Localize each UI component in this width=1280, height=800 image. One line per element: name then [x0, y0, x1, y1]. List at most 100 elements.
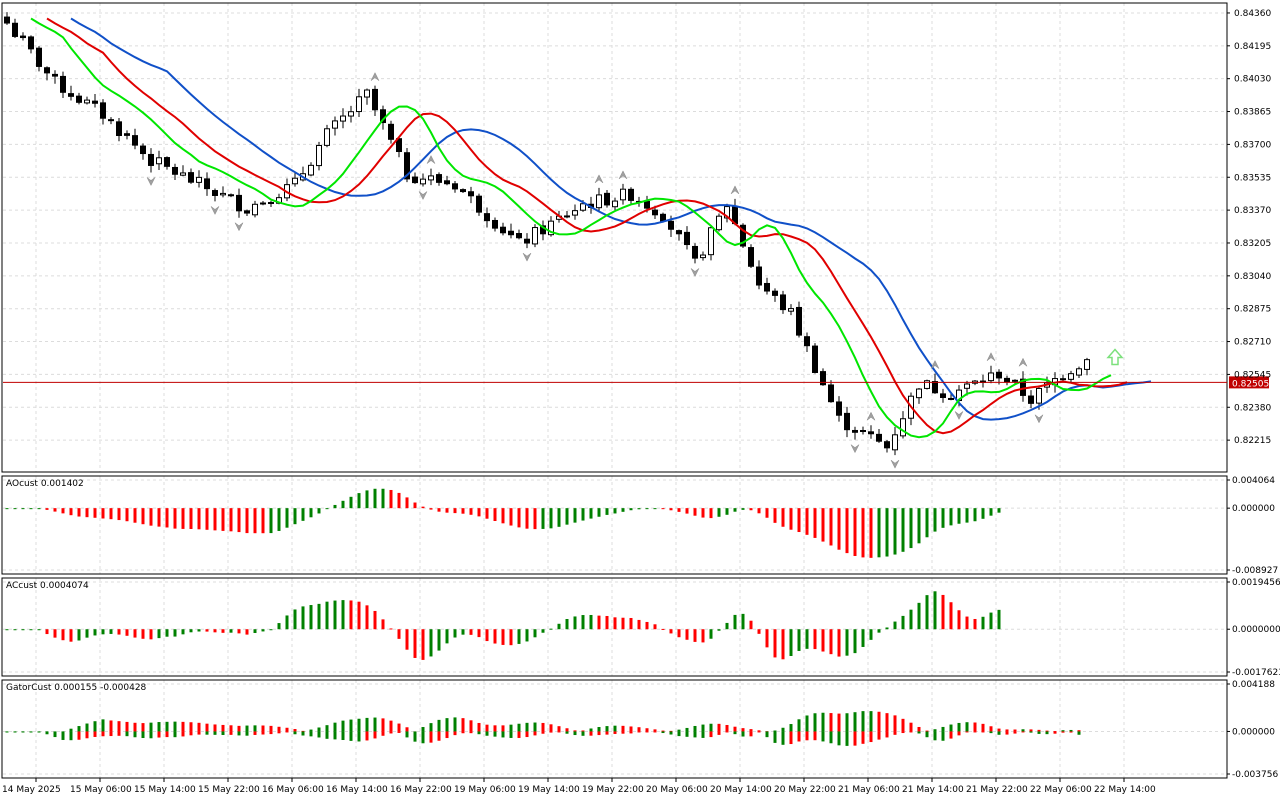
gator-lower-bar — [461, 731, 465, 734]
gator-upper-bar — [149, 722, 153, 732]
ao-indicator-label: AOcust 0.001402 — [6, 479, 84, 489]
gator-upper-bar — [709, 723, 713, 732]
histogram-bar — [173, 508, 177, 529]
histogram-bar — [869, 629, 873, 640]
histogram-bar — [453, 508, 457, 514]
gator-upper-bar — [301, 730, 305, 732]
gator-lower-bar — [365, 731, 369, 741]
gator-lower-bar — [381, 731, 385, 736]
gator-lower-bar — [157, 731, 161, 738]
histogram-bar — [365, 605, 369, 630]
histogram-bar — [437, 629, 441, 651]
gator-upper-bar — [1005, 729, 1009, 732]
gator-lower-bar — [901, 731, 905, 734]
histogram-bar — [741, 613, 745, 630]
candle-body — [116, 121, 122, 137]
gator-lower-bar — [341, 731, 345, 740]
histogram-bar — [101, 508, 105, 519]
gator-upper-bar — [973, 722, 977, 732]
gator-upper-bar — [933, 729, 937, 732]
histogram-bar — [85, 508, 89, 518]
signal-arrow-up-icon — [1106, 348, 1124, 366]
gator-lower-bar — [13, 731, 17, 733]
histogram-bar — [277, 508, 281, 531]
gator-upper-bar — [493, 725, 497, 732]
candle-body — [668, 220, 674, 230]
gator-upper-bar — [461, 718, 465, 732]
gator-lower-bar — [837, 731, 841, 746]
gator-lower-bar — [669, 731, 673, 735]
candle-body — [468, 191, 474, 197]
gator-upper-bar — [701, 724, 705, 732]
gator-lower-bar — [309, 731, 313, 737]
candle-body — [172, 166, 178, 175]
gator-lower-bar — [133, 731, 137, 738]
histogram-bar — [973, 508, 977, 522]
candle-body — [148, 153, 154, 166]
gator-upper-bar — [613, 725, 617, 732]
histogram-bar — [549, 628, 553, 630]
gator-upper-bar — [525, 722, 529, 732]
candle-body — [396, 138, 402, 153]
gator-lower-bar — [5, 731, 9, 733]
gator-upper-bar — [117, 721, 121, 732]
gator-upper-bar — [325, 725, 329, 732]
histogram-bar — [189, 629, 193, 633]
gator-lower-bar — [477, 731, 481, 735]
fractal-up-icon — [618, 170, 628, 180]
candle-body — [348, 111, 354, 117]
histogram-bar — [645, 621, 649, 630]
candle-body — [684, 231, 690, 246]
gator-lower-bar — [589, 731, 593, 736]
candle-body — [756, 266, 762, 286]
gator-lower-bar — [805, 731, 809, 741]
histogram-bar — [853, 508, 857, 556]
histogram-bar — [837, 508, 841, 550]
gator-lower-bar — [573, 731, 577, 736]
histogram-bar — [629, 617, 633, 630]
candle-body — [252, 203, 258, 216]
y-tick-label: -0.0017623 — [1232, 668, 1280, 678]
gator-lower-bar — [501, 731, 505, 738]
histogram-bar — [685, 508, 689, 514]
candle-body — [852, 429, 858, 433]
histogram-bar — [205, 508, 209, 530]
histogram-bar — [445, 508, 449, 513]
gator-upper-bar — [653, 729, 657, 732]
gator-lower-bar — [605, 731, 609, 735]
gator-lower-bar — [421, 731, 425, 744]
gator-lower-bar — [1029, 731, 1033, 733]
candle-body — [748, 247, 754, 267]
histogram-bar — [701, 629, 705, 643]
y-tick-label: -0.003756 — [1232, 770, 1278, 780]
gator-upper-bar — [69, 728, 73, 732]
gator-lower-bar — [221, 731, 225, 735]
gator-lower-bar — [941, 731, 945, 741]
gator-lower-bar — [29, 731, 33, 733]
y-tick-label: 0.000000 — [1232, 504, 1275, 514]
candle-body — [1076, 368, 1082, 376]
histogram-bar — [165, 508, 169, 528]
gator-lower-bar — [493, 731, 497, 737]
histogram-bar — [517, 629, 521, 644]
candle-body — [860, 430, 866, 433]
gator-lower-bar — [741, 731, 745, 737]
histogram-bar — [821, 629, 825, 652]
candle-body — [828, 384, 834, 403]
y-tick-label: 0.84360 — [1234, 9, 1271, 19]
candle-body — [876, 433, 882, 442]
histogram-bar — [829, 508, 833, 546]
histogram-bar — [205, 629, 209, 632]
histogram-bar — [45, 629, 49, 635]
candle-body — [188, 172, 194, 183]
histogram-bar — [125, 508, 129, 522]
candle-body — [836, 401, 842, 416]
histogram-bar — [885, 508, 889, 557]
gator-upper-bar — [285, 727, 289, 732]
histogram-bar — [965, 616, 969, 630]
histogram-bar — [709, 629, 713, 639]
histogram-bar — [757, 629, 761, 634]
gator-lower-bar — [37, 731, 41, 733]
gator-upper-bar — [477, 722, 481, 732]
